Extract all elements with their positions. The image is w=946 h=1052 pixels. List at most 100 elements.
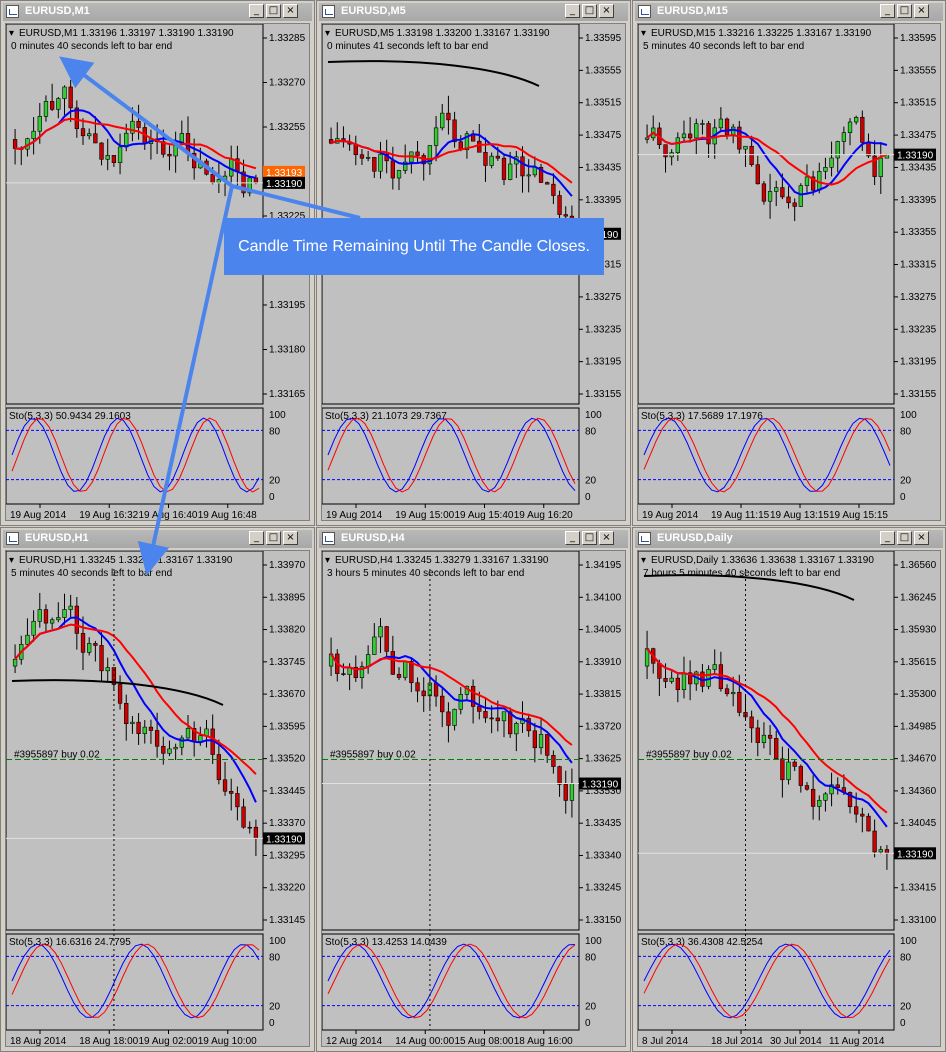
candlestick xyxy=(433,115,439,162)
maximize-button[interactable]: □ xyxy=(266,4,281,18)
chart-area[interactable]: ▾ EURUSD,H4 1.33245 1.33279 1.33167 1.331… xyxy=(321,550,626,1047)
stochastic-signal-line xyxy=(327,417,576,493)
price-axis-label: 1.34195 xyxy=(585,560,622,571)
title-bar[interactable]: EURUSD,M5 _ □ × xyxy=(319,3,628,21)
chart-icon xyxy=(6,5,19,18)
chart-window-eurusd-m1[interactable]: EURUSD,M1 _ □ × ▾ EURUSD,M1 1.33196 1.33197 1… xyxy=(0,0,315,526)
candlestick xyxy=(712,649,717,675)
close-button[interactable]: × xyxy=(283,531,298,545)
close-button[interactable]: × xyxy=(283,4,298,18)
time-axis-label: 19 Aug 16:48 xyxy=(198,510,257,521)
time-axis-label: 19 Aug 2014 xyxy=(326,510,383,521)
chart-canvas[interactable]: ▾ EURUSD,Daily 1.33636 1.33638 1.33167 1.… xyxy=(638,551,944,1050)
chart-window-eurusd-daily[interactable]: EURUSD,Daily _ □ × ▾ EURUSD,Daily 1.33636 1.3… xyxy=(632,527,946,1052)
moving-average-slow xyxy=(646,648,888,814)
stochastic-axis-label: 100 xyxy=(269,410,286,421)
time-axis-label: 19 Aug 15:15 xyxy=(829,510,888,521)
minimize-button[interactable]: _ xyxy=(249,4,264,18)
candlestick xyxy=(557,765,562,797)
candlestick xyxy=(872,140,877,186)
minimize-button[interactable]: _ xyxy=(880,4,895,18)
time-axis-label: 18 Aug 18:00 xyxy=(79,1036,138,1047)
dropdown-arrow-icon[interactable]: ▾ xyxy=(641,555,646,566)
chart-window-eurusd-m15[interactable]: EURUSD,M15 _ □ × ▾ EURUSD,M15 1.33216 1.33225… xyxy=(632,0,946,526)
maximize-button[interactable]: □ xyxy=(897,4,912,18)
candlestick xyxy=(390,635,395,675)
stochastic-axis-label: 0 xyxy=(269,492,275,503)
chart-canvas[interactable]: ▾ EURUSD,M15 1.33216 1.33225 1.33167 1.33… xyxy=(638,24,944,524)
dropdown-arrow-icon[interactable]: ▾ xyxy=(325,28,330,39)
chart-canvas[interactable]: ▾ EURUSD,H4 1.33245 1.33279 1.33167 1.331… xyxy=(322,551,629,1050)
chart-icon xyxy=(638,532,651,545)
price-axis-label: 1.33595 xyxy=(585,33,622,44)
candlestick xyxy=(786,748,791,785)
price-axis-label: 1.33150 xyxy=(585,915,622,926)
maximize-button[interactable]: □ xyxy=(582,531,597,545)
candlestick xyxy=(25,618,30,648)
time-axis-label: 19 Aug 16:20 xyxy=(514,510,573,521)
dropdown-arrow-icon[interactable]: ▾ xyxy=(325,555,330,566)
price-axis-label: 1.33195 xyxy=(900,357,937,368)
maximize-button[interactable]: □ xyxy=(582,4,597,18)
chart-canvas[interactable]: ▾ EURUSD,M5 1.33198 1.33200 1.33167 1.331… xyxy=(322,24,629,524)
minimize-button[interactable]: _ xyxy=(565,531,580,545)
candlestick xyxy=(328,637,334,677)
minimize-button[interactable]: _ xyxy=(565,4,580,18)
candlestick xyxy=(551,750,556,774)
price-tag xyxy=(894,148,936,161)
candlestick xyxy=(99,142,104,166)
stochastic-signal-line xyxy=(11,417,260,493)
chart-window-eurusd-h4[interactable]: EURUSD,H4 _ □ × ▾ EURUSD,H4 1.33245 1.33279 1… xyxy=(316,527,631,1052)
stochastic-axis-label: 80 xyxy=(900,952,912,963)
candlestick xyxy=(235,786,240,821)
candlestick xyxy=(99,632,104,681)
chart-area[interactable]: ▾ EURUSD,Daily 1.33636 1.33638 1.33167 1.… xyxy=(637,550,941,1047)
price-axis-label: 1.34360 xyxy=(900,786,937,797)
candlestick xyxy=(365,150,371,162)
minimize-button[interactable]: _ xyxy=(249,531,264,545)
candle-timer: 0 minutes 41 seconds left to bar end xyxy=(327,41,488,52)
window-title: EURUSD,M5 xyxy=(341,5,406,17)
title-bar[interactable]: EURUSD,H1 _ □ × xyxy=(3,530,312,548)
title-bar[interactable]: EURUSD,H4 _ □ × xyxy=(319,530,628,548)
price-axis-label: 1.33155 xyxy=(900,389,937,400)
arrow-to-h1-timer xyxy=(137,185,234,576)
chart-canvas[interactable]: ▾ EURUSD,H1 1.33245 1.33279 1.33167 1.331… xyxy=(6,551,313,1050)
dropdown-arrow-icon[interactable]: ▾ xyxy=(641,28,646,39)
chart-area[interactable]: ▾ EURUSD,M1 1.33196 1.33197 1.33190 1.331… xyxy=(5,23,310,521)
chart-window-eurusd-h1[interactable]: EURUSD,H1 _ □ × ▾ EURUSD,H1 1.33245 1.33279 1… xyxy=(0,527,315,1052)
title-bar[interactable]: EURUSD,M1 _ □ × xyxy=(3,3,312,21)
candle-timer: 5 minutes 40 seconds left to bar end xyxy=(643,41,804,52)
close-button[interactable]: × xyxy=(914,531,929,545)
chart-area[interactable]: ▾ EURUSD,M15 1.33216 1.33225 1.33167 1.33… xyxy=(637,23,941,521)
stochastic-axis-label: 100 xyxy=(900,410,917,421)
chart-canvas[interactable]: ▾ EURUSD,M1 1.33196 1.33197 1.33190 1.331… xyxy=(6,24,313,524)
maximize-button[interactable]: □ xyxy=(266,531,281,545)
dropdown-arrow-icon[interactable]: ▾ xyxy=(9,28,14,39)
candlestick xyxy=(774,180,779,207)
candlestick xyxy=(93,640,98,662)
price-axis-label: 1.33370 xyxy=(269,818,306,829)
title-bar[interactable]: EURUSD,M15 _ □ × xyxy=(635,3,943,21)
title-bar[interactable]: EURUSD,Daily _ □ × xyxy=(635,530,943,548)
candlestick xyxy=(749,135,754,167)
close-button[interactable]: × xyxy=(599,4,614,18)
price-axis-label: 1.33745 xyxy=(269,657,306,668)
price-tag-label: 1.33190 xyxy=(582,780,619,791)
candlestick xyxy=(526,159,531,193)
dropdown-arrow-icon[interactable]: ▾ xyxy=(9,555,14,566)
candlestick xyxy=(12,129,18,165)
stochastic-axis-label: 20 xyxy=(900,476,912,487)
candlestick xyxy=(37,592,42,628)
chart-area[interactable]: ▾ EURUSD,H1 1.33245 1.33279 1.33167 1.331… xyxy=(5,550,310,1047)
stochastic-axis-label: 0 xyxy=(585,492,591,503)
close-button[interactable]: × xyxy=(599,531,614,545)
candlestick xyxy=(501,154,507,186)
stochastic-label: Sto(5,3,3) 50.9434 29.1603 xyxy=(9,411,131,422)
close-button[interactable]: × xyxy=(914,4,929,18)
minimize-button[interactable]: _ xyxy=(880,531,895,545)
main-pane xyxy=(6,551,264,931)
stochastic-axis-label: 80 xyxy=(269,426,281,437)
maximize-button[interactable]: □ xyxy=(897,531,912,545)
